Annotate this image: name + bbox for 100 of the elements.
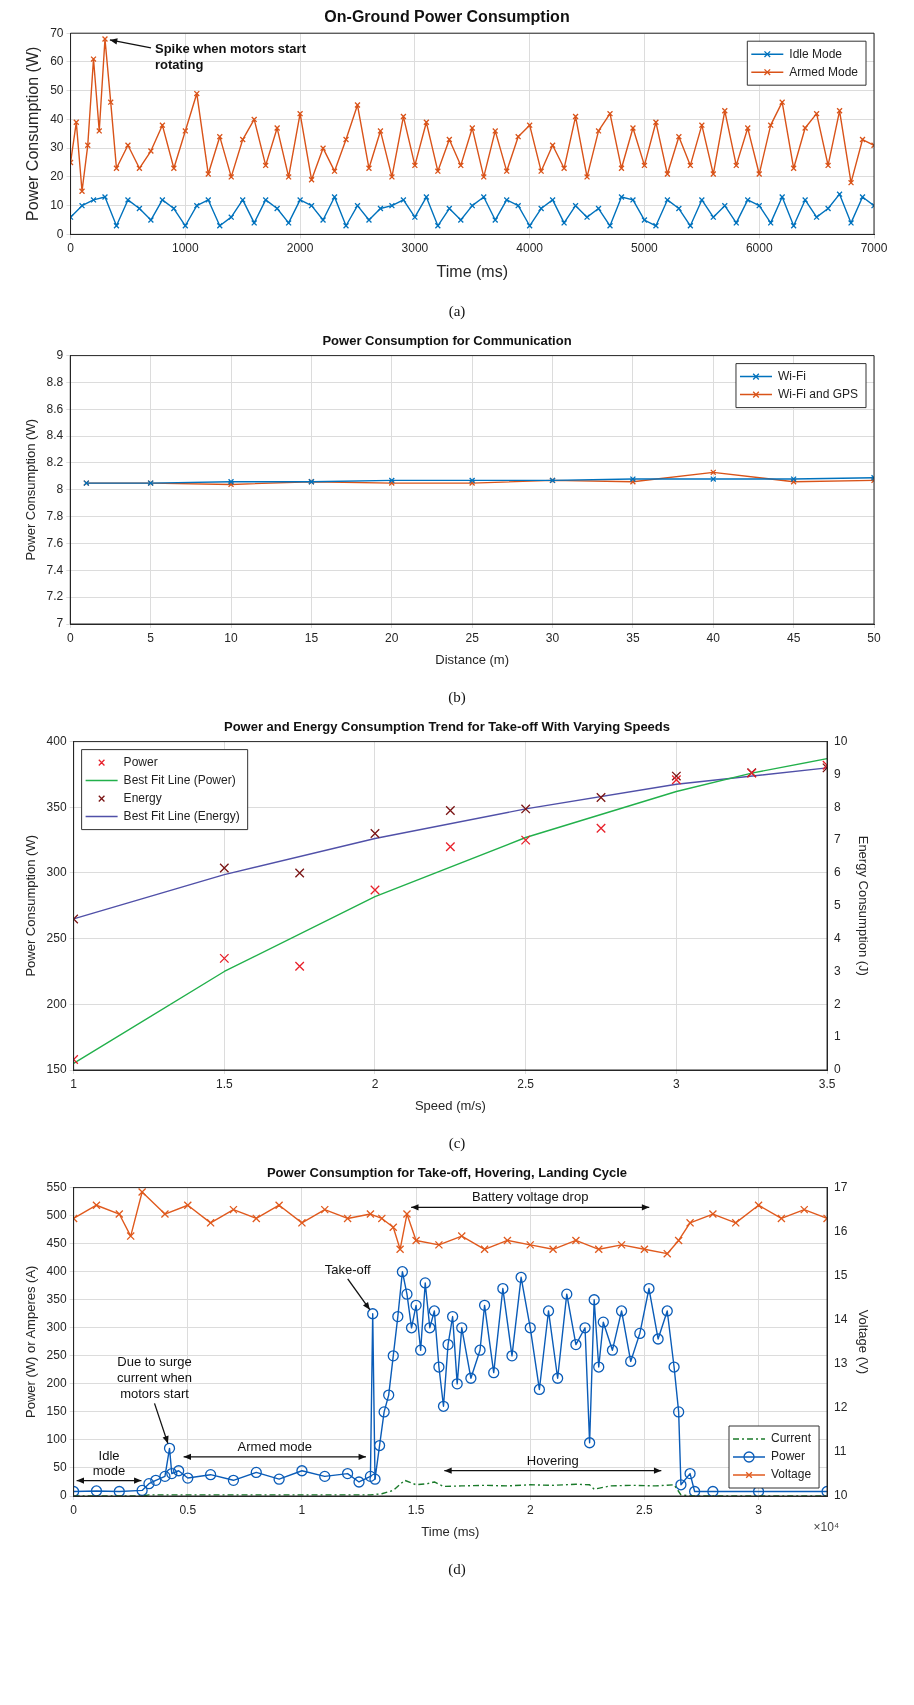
- x-tick-label: 3: [755, 1502, 763, 1517]
- y2-axis-title: Energy Consumption (J): [855, 835, 871, 976]
- y-tick-label: 30: [50, 140, 64, 155]
- y-tick-label: 250: [46, 930, 67, 945]
- x-tick-label: 50: [867, 630, 881, 645]
- legend-label: Wi-Fi: [777, 368, 806, 383]
- x-tick-label: 10: [224, 630, 239, 645]
- legend-label: Voltage: [771, 1467, 812, 1482]
- y-tick-label: 8.2: [46, 455, 64, 470]
- x-tick-label: 3.5: [818, 1076, 836, 1091]
- y2-tick-label: 1: [834, 1029, 842, 1044]
- y-tick-label: 8.6: [46, 401, 64, 416]
- x-tick-label: 4000: [516, 240, 544, 255]
- text: (d): [447, 1560, 467, 1579]
- y2-tick-label: 4: [834, 930, 842, 945]
- legend-label: Wi-Fi and GPS: [777, 386, 858, 401]
- x-tick-label: 6000: [745, 240, 773, 255]
- legend-label: Current: [771, 1431, 812, 1446]
- y2-tick-label: 9: [834, 766, 842, 781]
- y-tick-label: 400: [46, 733, 67, 748]
- x-axis-title: Speed (m/s): [414, 1097, 486, 1113]
- y-axis-title: Power Consumption (W): [23, 835, 39, 977]
- y2-tick-label: 12: [834, 1400, 848, 1415]
- x-tick-label: 45: [786, 630, 801, 645]
- y-axis-title: Power (W) or Amperes (A): [23, 1265, 39, 1419]
- x-axis-title: Time (ms): [436, 262, 508, 280]
- y-tick-label: 100: [46, 1432, 67, 1447]
- chart-title: On-Ground Power Consumption: [324, 8, 570, 26]
- y-tick-label: 50: [50, 83, 64, 97]
- y-tick-label: 60: [50, 54, 64, 69]
- x-tick-label: 1: [70, 1076, 78, 1091]
- y-tick-label: 200: [46, 996, 67, 1011]
- y2-tick-label: 15: [834, 1268, 848, 1283]
- y-tick-label: 200: [46, 1376, 67, 1391]
- y2-tick-label: 2: [834, 996, 842, 1011]
- annotation: Spike when motors start rotating: [154, 40, 307, 72]
- y2-tick-label: 8: [834, 799, 842, 814]
- x-tick-label: 35: [626, 630, 640, 645]
- text: (c): [447, 1134, 467, 1153]
- legend-label: Armed Mode: [789, 64, 859, 79]
- y2-tick-label: 5: [834, 898, 842, 913]
- y2-tick-label: 0: [834, 1062, 842, 1077]
- y-tick-label: 400: [46, 1264, 67, 1279]
- legend-label: Idle Mode: [789, 46, 843, 61]
- y-tick-label: 7.4: [46, 562, 64, 577]
- y-tick-label: 7.2: [46, 589, 64, 604]
- legend-label: Power: [771, 1449, 806, 1464]
- annotation: Battery voltage drop: [472, 1189, 589, 1205]
- y2-tick-label: 16: [834, 1223, 848, 1238]
- y2-tick-label: 6: [834, 865, 842, 880]
- x-tick-label: 5000: [631, 240, 659, 255]
- y-tick-label: 7.8: [46, 508, 64, 523]
- x-tick-label: 1.5: [215, 1076, 233, 1091]
- y-tick-label: 300: [46, 1320, 67, 1335]
- annotation: Idle mode: [92, 1447, 126, 1478]
- y2-tick-label: 7: [834, 832, 842, 847]
- y-tick-label: 350: [46, 1292, 67, 1307]
- x-tick-label: 0.5: [179, 1502, 197, 1517]
- x-tick-label: 2: [371, 1076, 379, 1091]
- y-axis-title: Power Consumption (W): [24, 46, 42, 221]
- chart-title: Power Consumption for Take-off, Hovering, Landing Cycle: [266, 1165, 628, 1181]
- y-tick-label: 300: [46, 865, 67, 880]
- x-tick-label: 1: [298, 1502, 306, 1517]
- y-tick-label: 20: [50, 169, 64, 184]
- annotation: Take-off: [324, 1261, 372, 1277]
- x-axis-title: Distance (m): [435, 651, 509, 667]
- x-tick-label: 25: [465, 630, 480, 645]
- x-tick-label: 1.5: [407, 1502, 425, 1517]
- legend-label: Best Fit Line (Power): [123, 772, 236, 787]
- x-tick-label: 1000: [171, 240, 199, 255]
- x-axis-title: Time (ms): [421, 1523, 480, 1539]
- y-tick-label: 7: [56, 616, 64, 631]
- y2-axis-title: Voltage (V): [855, 1309, 871, 1374]
- y-tick-label: 8.8: [46, 374, 64, 389]
- chart-title: Power and Energy Consumption Trend for Take-off With Varying Speeds: [223, 719, 671, 735]
- y-tick-label: 50: [53, 1460, 67, 1475]
- x-tick-label: 20: [385, 630, 399, 645]
- x-tick-label: 2.5: [517, 1076, 535, 1091]
- x-tick-label: 5: [147, 630, 155, 645]
- annotation: Due to surge current when motors start: [116, 1354, 193, 1402]
- legend-label: Best Fit Line (Energy): [123, 808, 240, 823]
- y-tick-label: 7.6: [46, 535, 64, 550]
- y-tick-label: 450: [46, 1235, 67, 1250]
- y-tick-label: 70: [50, 25, 64, 40]
- x-tick-label: 7000: [860, 240, 888, 255]
- y-tick-label: 250: [46, 1348, 67, 1363]
- y-tick-label: 9: [56, 347, 64, 362]
- y-tick-label: 40: [50, 111, 64, 126]
- annotation: Armed mode: [237, 1438, 312, 1454]
- chart-title: Power Consumption for Communication: [322, 333, 572, 349]
- y-tick-label: 8: [56, 482, 64, 497]
- y-tick-label: 0: [59, 1488, 67, 1503]
- annotation: Hovering: [526, 1452, 579, 1468]
- x-tick-label: 2.5: [636, 1502, 654, 1517]
- y-tick-label: 8.4: [46, 428, 64, 443]
- x-tick-label: 2000: [286, 240, 314, 255]
- y2-tick-label: 14: [834, 1312, 848, 1327]
- legend-label: Energy: [123, 790, 162, 805]
- x-tick-label: 0: [70, 1502, 78, 1517]
- x-tick-label: 3000: [401, 240, 429, 255]
